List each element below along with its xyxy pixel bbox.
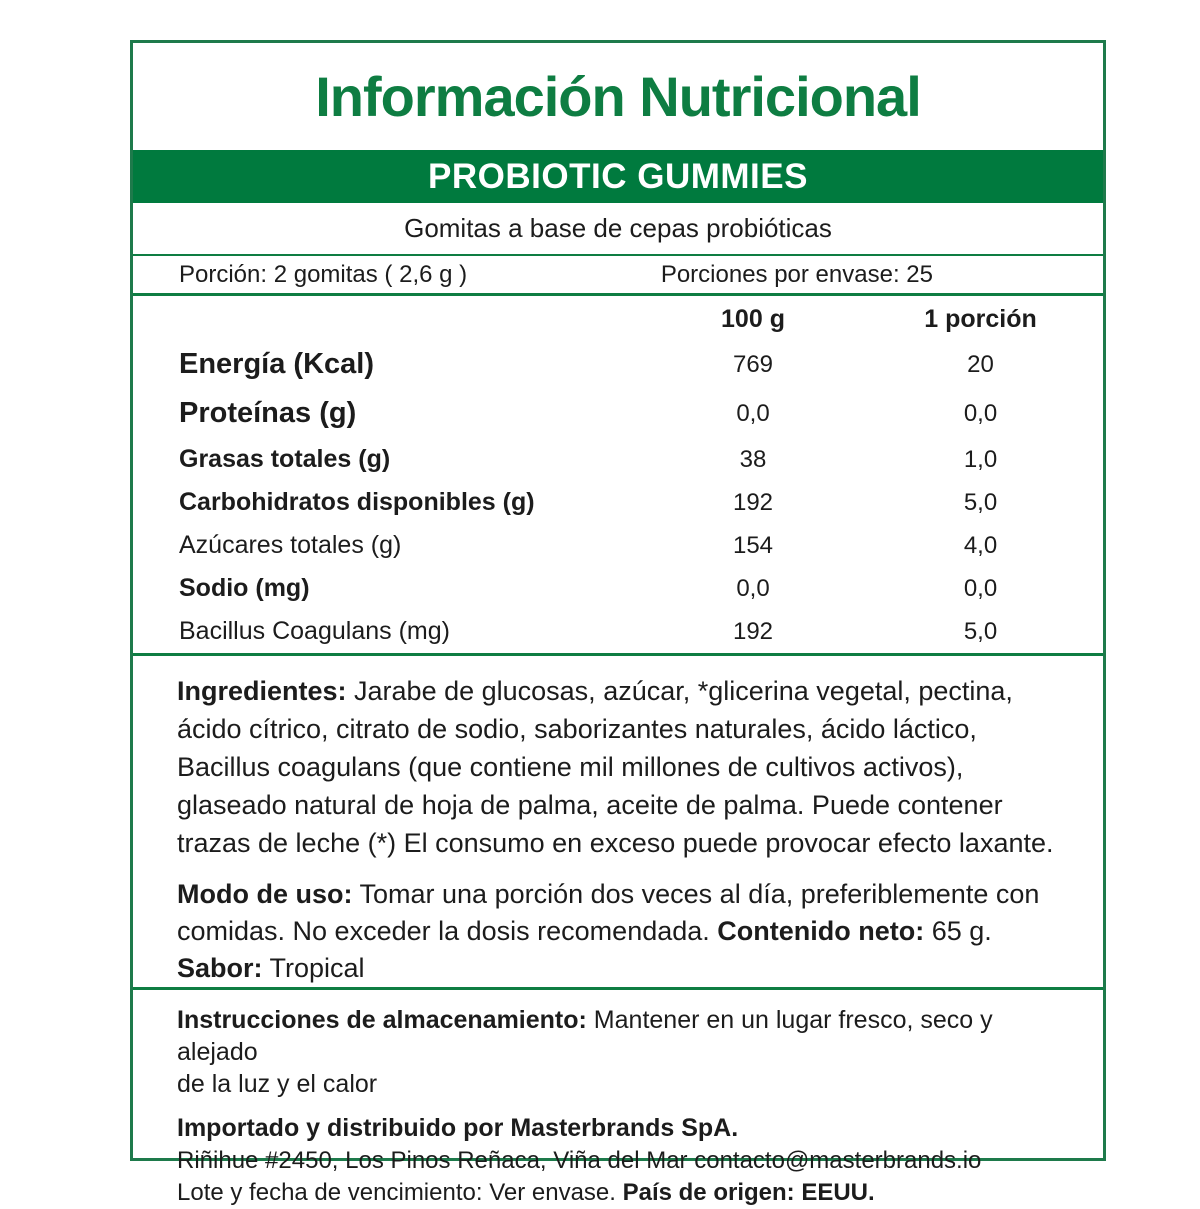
nutrient-name: Bacillus Coagulans (mg) (179, 617, 450, 645)
nutrient-value-100g: 0,0 (736, 399, 770, 427)
nutrient-name: Azúcares totales (g) (179, 531, 402, 559)
serving-row: Porción: 2 gomitas ( 2,6 g ) Porciones p… (133, 256, 1103, 296)
product-subtitle: Gomitas a base de cepas probióticas (404, 213, 832, 243)
nutrient-value-100g: 38 (739, 445, 767, 473)
net-content-value: 65 g. (924, 916, 992, 946)
ingredients-paragraph: Ingredientes: Jarabe de glucosas, azúcar… (177, 672, 1067, 862)
nutrient-value-100g: 154 (732, 531, 774, 559)
nutrition-table: 100 g 1 porción Energía (Kcal) 769 20 Pr… (133, 296, 1103, 653)
nutrient-value-portion: 1,0 (963, 445, 998, 473)
flavor-line: Sabor: Tropical (177, 950, 1067, 987)
servings-value: 25 (899, 260, 933, 288)
page-title: Información Nutricional (315, 65, 921, 128)
nutrient-value-100g: 769 (732, 350, 774, 378)
portion-info: Porción: 2 gomitas ( 2,6 g ) (179, 261, 467, 289)
nutrient-value-portion: 5,0 (963, 617, 998, 645)
nutrient-value-portion: 20 (967, 350, 994, 378)
servings-label: Porciones por envase: (660, 260, 900, 288)
title-area: Información Nutricional (133, 43, 1103, 150)
ingredients-text: Jarabe de glucosas, azúcar, *glicerina v… (177, 676, 1054, 858)
storage-text-line2: de la luz y el calor (177, 1070, 378, 1098)
ingredients-label: Ingredientes: (177, 676, 347, 706)
origin-value: EEUU. (794, 1179, 875, 1206)
origin-label: País de origen: (622, 1179, 795, 1206)
subtitle-area: Gomitas a base de cepas probióticas (133, 203, 1103, 256)
usage-paragraph: Modo de uso: Tomar una porción dos veces… (177, 876, 1067, 950)
usage-label: Modo de uso: (177, 879, 353, 909)
address-line: Riñihue #2450, Los Pinos Reñaca, Viña de… (177, 1147, 982, 1174)
product-name-banner: PROBIOTIC GUMMIES (133, 150, 1103, 203)
lot-line: Lote y fecha de vencimiento: Ver envase.… (177, 1177, 1067, 1209)
table-row: Grasas totales (g) 38 1,0 (133, 438, 1103, 481)
nutrient-value-100g: 192 (732, 488, 774, 516)
nutrient-value-portion: 0,0 (963, 574, 998, 602)
servings-per-container: Porciones por envase: 25 (661, 261, 933, 289)
flavor-value: Tropical (262, 953, 365, 983)
table-row: Energía (Kcal) 769 20 (133, 340, 1103, 389)
storage-paragraph: Instrucciones de almacenamiento: Mantene… (177, 1004, 1067, 1100)
nutrient-name: Sodio (mg) (179, 574, 310, 602)
table-row: Proteínas (g) 0,0 0,0 (133, 389, 1103, 438)
lot-text: Lote y fecha de vencimiento: Ver envase. (177, 1179, 623, 1206)
nutrient-name: Proteínas (g) (179, 397, 357, 429)
table-header-row: 100 g 1 porción (133, 298, 1103, 340)
column-header-portion: 1 porción (924, 304, 1037, 333)
nutrition-label: Información Nutricional PROBIOTIC GUMMIE… (130, 40, 1106, 1206)
portion-value: 2 gomitas ( 2,6 g ) (267, 260, 468, 288)
nutrient-value-100g: 192 (732, 617, 774, 645)
storage-section: Instrucciones de almacenamiento: Mantene… (133, 987, 1103, 1209)
storage-label: Instrucciones de almacenamiento: (177, 1006, 587, 1034)
usage-text: Tomar una porción dos veces al día, pref… (177, 879, 1040, 946)
table-row: Azúcares totales (g) 154 4,0 (133, 524, 1103, 567)
net-content-label: Contenido neto: (717, 916, 925, 946)
table-row: Bacillus Coagulans (mg) 192 5,0 (133, 610, 1103, 653)
nutrient-value-portion: 4,0 (963, 531, 998, 559)
nutrient-name: Energía (Kcal) (179, 348, 374, 380)
flavor-label: Sabor: (177, 953, 263, 983)
column-header-100g: 100 g (721, 304, 785, 333)
product-name: PROBIOTIC GUMMIES (428, 156, 808, 196)
nutrient-name: Carbohidratos disponibles (g) (179, 488, 535, 516)
nutrient-value-portion: 0,0 (963, 399, 998, 427)
portion-label: Porción: (179, 260, 268, 288)
importer-line: Importado y distribuido por Masterbrands… (177, 1114, 739, 1142)
nutrient-value-100g: 0,0 (736, 574, 770, 602)
table-row: Carbohidratos disponibles (g) 192 5,0 (133, 481, 1103, 524)
nutrient-name: Grasas totales (g) (179, 445, 391, 473)
table-row: Sodio (mg) 0,0 0,0 (133, 567, 1103, 610)
ingredients-section: Ingredientes: Jarabe de glucosas, azúcar… (133, 653, 1103, 987)
nutrient-value-portion: 5,0 (963, 488, 998, 516)
storage-text: Mantener en un lugar fresco, seco y alej… (177, 1006, 993, 1066)
